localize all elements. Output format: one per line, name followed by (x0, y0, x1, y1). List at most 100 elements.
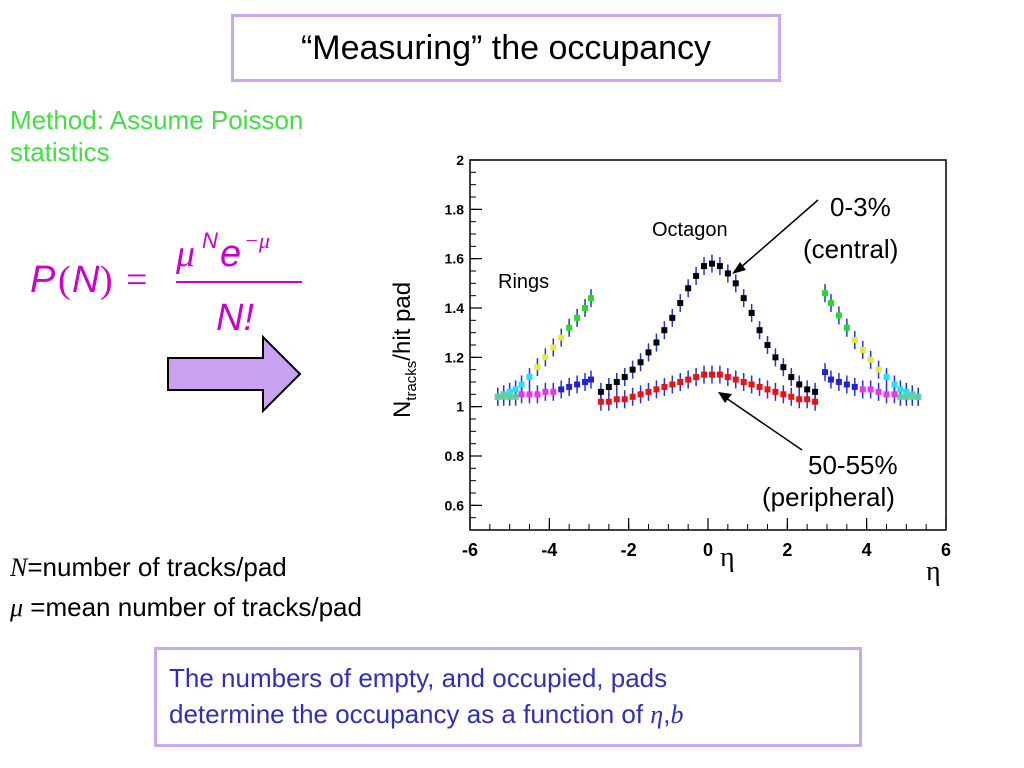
x-tick-label: 0 (703, 540, 713, 560)
definition-mu-text: =mean number of tracks/pad (23, 592, 362, 622)
rings-right-central-point (903, 388, 910, 395)
octagon-central-point (645, 349, 652, 356)
y-axis-label-sub: tracks (403, 361, 420, 401)
peripheral-annotation-1: 50-55% (808, 450, 898, 480)
y-axis-label-rest: /hit pad (389, 282, 416, 361)
octagon-peripheral-point (661, 383, 668, 390)
note-sep: , (663, 699, 671, 729)
octagon-central-point (756, 327, 763, 334)
right-arrow-icon (167, 334, 302, 414)
octagon-peripheral-point (732, 376, 739, 383)
octagon-central-point (621, 374, 628, 381)
y-tick-label: 1.6 (445, 251, 465, 267)
rings-right-central-point (867, 356, 874, 363)
octagon-peripheral-point (613, 396, 620, 403)
rings-left-peripheral-point (574, 381, 581, 388)
rings-right-central-point (843, 324, 850, 331)
rings-left-peripheral-point (582, 379, 589, 385)
rings-left-central-point (526, 374, 533, 381)
formula-sup-n: N (202, 228, 218, 253)
octagon-central-point (732, 280, 739, 287)
rings-right-peripheral-point (822, 369, 829, 376)
rings-left-peripheral-point (518, 391, 525, 398)
rings-right-peripheral-point (851, 383, 858, 390)
formula-e: e (220, 233, 241, 275)
octagon-peripheral-point (756, 383, 763, 390)
rings-right-peripheral-point (835, 379, 842, 385)
rings-right-central-point (822, 290, 829, 297)
octagon-peripheral-point (788, 393, 795, 400)
octagon-central-point (812, 388, 819, 395)
octagon-peripheral-point (597, 398, 604, 405)
octagon-central-point (780, 364, 787, 371)
method-line-2: statistics (10, 137, 110, 167)
octagon-central-point (613, 379, 620, 385)
octagon-central-point (748, 309, 755, 316)
octagon-peripheral-point (645, 388, 652, 395)
rings-right-peripheral-point (891, 391, 898, 398)
x-tick-label: -2 (621, 540, 637, 560)
rings-right-peripheral-point (903, 393, 910, 400)
octagon-central-point (804, 386, 811, 393)
octagon-peripheral-point (701, 371, 708, 378)
x-tick-label: 6 (941, 540, 951, 560)
note-line-2: determine the occupancy as a function of… (169, 696, 847, 733)
y-tick-label: 0.6 (445, 497, 465, 513)
rings-left-central-point (542, 354, 549, 361)
rings-left-central-point (506, 388, 513, 395)
definition-mu: μ =mean number of tracks/pad (10, 592, 362, 623)
octagon-central-point (605, 383, 612, 390)
rings-left-peripheral-point (534, 391, 541, 398)
octagon-central-point (685, 285, 692, 292)
octagon-central-point (772, 354, 779, 361)
formula-mu: μ (175, 233, 195, 275)
octagon-central-point (661, 327, 668, 334)
x-tick-label: -6 (462, 540, 478, 560)
octagon-peripheral-point (653, 386, 660, 393)
octagon-peripheral-point (716, 371, 723, 378)
octagon-central-point (677, 300, 684, 307)
poisson-formula: P ( N ) = μ N e −μ N! (30, 228, 302, 339)
note-box: The numbers of empty, and occupied, pads… (154, 647, 862, 747)
octagon-central-point (637, 359, 644, 366)
octagon-central-point (796, 381, 803, 388)
note-b: b (670, 700, 684, 729)
peripheral-pointer-arrowhead (718, 392, 732, 403)
octagon-central-point (740, 295, 747, 302)
rings-left-central-point (566, 324, 573, 331)
octagon-peripheral-point (724, 374, 731, 381)
rings-left-central-point (558, 334, 565, 341)
rings-right-peripheral-point (875, 388, 882, 395)
central-pointer-arrowhead (732, 262, 746, 274)
rings-annotation: Rings (498, 271, 549, 293)
y-tick-label: 1 (456, 399, 464, 415)
peripheral-annotation-2: (peripheral) (762, 482, 895, 512)
rings-right-peripheral-point (843, 381, 850, 388)
y-tick-label: 0.8 (445, 448, 465, 464)
rings-left-peripheral-point (558, 386, 565, 393)
formula-sup-minus-mu: −μ (244, 228, 270, 253)
rings-left-central-point (534, 364, 541, 371)
octagon-peripheral-point (812, 398, 819, 405)
formula-close-paren: ) (100, 259, 113, 301)
x-tick-label: 2 (782, 540, 792, 560)
formula-denominator: N! (216, 297, 254, 339)
rings-left-central-point (512, 386, 519, 393)
central-pointer-line (739, 199, 819, 269)
octagon-central-point (701, 263, 708, 270)
y-axis-label: Ntracks/hit pad (389, 282, 420, 418)
slide-title-text: “Measuring” the occupancy (300, 28, 712, 67)
x-tick-label: 4 (862, 540, 872, 560)
y-tick-label: 1.8 (445, 201, 465, 217)
rings-right-peripheral-point (897, 393, 904, 400)
octagon-peripheral-point (637, 391, 644, 398)
rings-left-peripheral-point (512, 393, 519, 400)
x-tick-label: -4 (541, 540, 557, 560)
octagon-peripheral-point (629, 393, 636, 400)
octagon-central-point (708, 260, 715, 267)
central-annotation-2: (central) (803, 234, 898, 264)
rings-left-peripheral-point (500, 393, 507, 400)
note-eta: η (650, 700, 664, 729)
rings-right-central-point (883, 374, 890, 381)
rings-right-peripheral-point (883, 391, 890, 398)
